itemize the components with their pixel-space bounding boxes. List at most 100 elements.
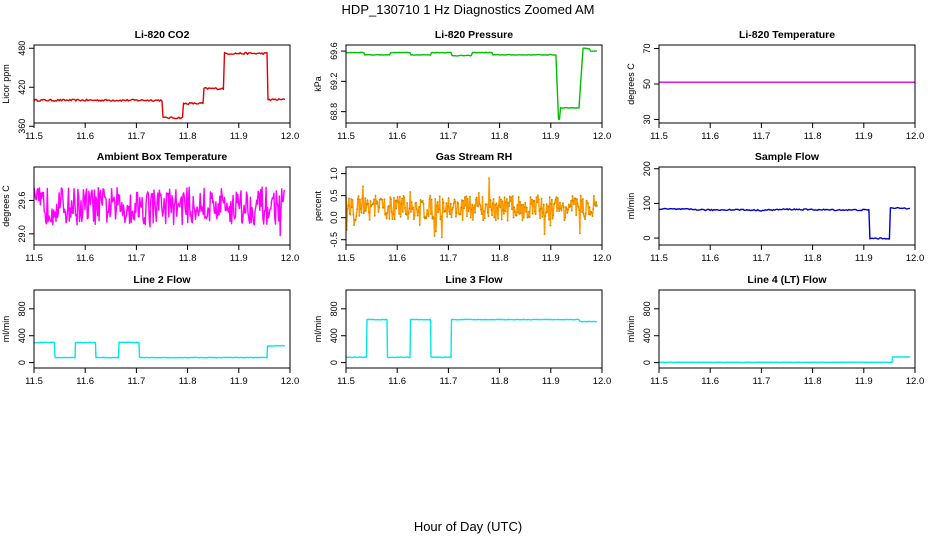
data-point xyxy=(587,202,589,205)
data-point xyxy=(397,201,400,204)
data-point xyxy=(553,202,556,204)
data-point xyxy=(548,196,551,199)
data-point xyxy=(583,215,586,218)
data-point xyxy=(424,215,427,218)
data-point xyxy=(503,196,506,199)
data-point xyxy=(524,201,527,204)
data-point xyxy=(539,207,542,210)
data-point xyxy=(494,219,497,222)
data-point xyxy=(559,201,561,204)
data-point xyxy=(560,209,563,212)
data-point xyxy=(480,208,482,211)
data-point xyxy=(576,198,578,201)
data-point xyxy=(506,198,508,200)
data-point xyxy=(421,201,423,204)
x-tick-label: 11.7 xyxy=(128,376,146,387)
data-point xyxy=(384,213,386,216)
y-tick-label: 70 xyxy=(642,44,652,54)
data-point xyxy=(441,236,443,239)
data-point xyxy=(483,217,486,220)
x-tick-label: 12.0 xyxy=(906,253,925,264)
panel-frame xyxy=(345,289,603,369)
data-point xyxy=(401,197,403,200)
data-point xyxy=(506,219,509,222)
data-point xyxy=(551,198,553,201)
data-point xyxy=(368,219,371,221)
x-tick-label: 11.7 xyxy=(440,376,458,387)
series-line xyxy=(346,318,598,359)
data-point xyxy=(351,206,353,209)
data-point xyxy=(385,217,388,220)
data-point xyxy=(461,219,464,221)
y-tick-label: 69.6 xyxy=(329,42,339,60)
data-point xyxy=(551,217,554,220)
data-point xyxy=(427,215,430,218)
x-tick-label: 11.5 xyxy=(337,376,355,387)
data-point xyxy=(566,212,569,214)
panel-frame xyxy=(33,44,291,124)
data-point xyxy=(567,209,569,211)
data-point xyxy=(490,208,493,211)
panel-title: Li-820 Temperature xyxy=(739,29,835,41)
y-tick-label: 0 xyxy=(17,360,27,365)
data-point xyxy=(406,202,409,204)
data-point xyxy=(565,206,567,208)
data-point xyxy=(391,218,394,221)
panel-title: Line 4 (LT) Flow xyxy=(747,274,827,286)
data-point xyxy=(375,203,378,205)
data-point xyxy=(570,199,572,202)
x-tick-label: 11.8 xyxy=(491,376,509,387)
data-point xyxy=(409,191,412,193)
panel-title: Gas Stream RH xyxy=(436,151,512,163)
data-point xyxy=(475,198,477,201)
data-point xyxy=(395,207,398,210)
x-tick-label: 12.0 xyxy=(281,131,300,142)
data-point xyxy=(563,219,566,222)
data-point xyxy=(593,203,596,206)
data-point xyxy=(501,200,504,203)
panel-frame xyxy=(345,166,603,246)
data-point xyxy=(541,216,544,218)
data-point xyxy=(437,211,440,214)
data-point xyxy=(505,201,507,204)
data-point xyxy=(529,196,532,199)
series-line xyxy=(659,356,910,364)
x-tick-label: 11.5 xyxy=(337,131,355,142)
data-point xyxy=(350,198,353,201)
data-point xyxy=(404,207,406,209)
panel-ylabel: ml/min xyxy=(626,193,636,220)
data-point xyxy=(464,204,467,207)
x-tick-label: 12.0 xyxy=(281,376,300,387)
data-point xyxy=(528,216,531,219)
data-point xyxy=(369,200,372,202)
data-point xyxy=(352,213,355,216)
data-point xyxy=(512,216,515,219)
x-tick-label: 11.6 xyxy=(701,253,719,264)
data-point xyxy=(417,210,420,213)
data-point xyxy=(536,201,538,204)
x-tick-label: 11.8 xyxy=(804,253,822,264)
data-point xyxy=(576,203,579,205)
data-point xyxy=(372,202,375,204)
data-point xyxy=(408,207,411,210)
data-point xyxy=(577,206,580,208)
x-tick-label: 11.9 xyxy=(542,376,560,387)
y-tick-label: 800 xyxy=(642,301,652,316)
y-tick-label: 100 xyxy=(642,196,652,211)
data-point xyxy=(430,213,432,215)
data-point xyxy=(473,204,476,207)
data-point xyxy=(558,210,561,213)
data-point xyxy=(447,197,450,199)
series-line xyxy=(658,206,911,240)
data-point xyxy=(584,212,587,215)
data-point xyxy=(431,217,434,220)
data-point xyxy=(594,205,597,207)
data-point xyxy=(463,207,465,210)
panel-title: Li-820 Pressure xyxy=(435,29,513,41)
data-point xyxy=(413,214,416,217)
data-point xyxy=(475,196,478,199)
data-point xyxy=(531,212,534,215)
data-point xyxy=(528,210,530,213)
data-point xyxy=(548,218,550,221)
